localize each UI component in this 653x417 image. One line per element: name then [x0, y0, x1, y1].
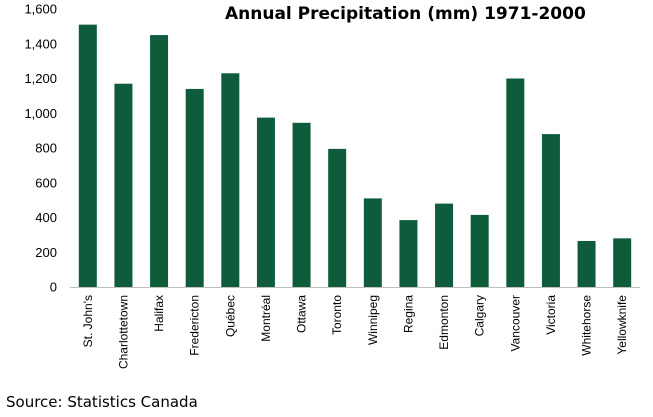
- y-tick-label: 400: [35, 210, 57, 225]
- x-tick-label: Whitehorse: [580, 295, 594, 356]
- x-tick-label: Charlottetown: [116, 295, 130, 369]
- chart-title: Annual Precipitation (mm) 1971-2000: [225, 4, 586, 24]
- bar: [399, 220, 418, 287]
- bar: [363, 198, 382, 287]
- bar: [78, 24, 97, 287]
- bar: [541, 134, 560, 287]
- bar: [328, 148, 347, 287]
- y-tick-label: 600: [35, 175, 57, 190]
- x-tick-label: Fredericton: [188, 295, 202, 356]
- bar: [577, 240, 596, 287]
- x-tick-label: Winnipeg: [366, 295, 380, 345]
- y-tick-label: 1,600: [24, 2, 57, 17]
- x-axis-ticks: St. John's Charlottetown Halifax Fredericto…: [81, 295, 629, 369]
- bar: [613, 238, 632, 287]
- x-tick-label: Edmonton: [437, 295, 451, 350]
- y-tick-label: 200: [35, 245, 57, 260]
- bar: [185, 88, 204, 287]
- x-tick-label: Yellowknife: [615, 295, 629, 355]
- x-tick-label: St. John's: [81, 295, 95, 347]
- bar: [221, 73, 240, 287]
- y-axis-ticks: 0 200 400 600 800 1,000 1,200 1,400 1,600: [24, 2, 57, 295]
- y-tick-label: 800: [35, 141, 57, 156]
- y-tick-label: 0: [50, 280, 57, 295]
- x-tick-label: Calgary: [473, 295, 487, 336]
- y-tick-label: 1,200: [24, 71, 57, 86]
- x-tick-label: Montréal: [259, 295, 273, 342]
- bar: [292, 122, 311, 288]
- x-tick-label: Toronto: [330, 295, 344, 335]
- y-tick-label: 1,400: [24, 36, 57, 51]
- x-tick-label: Ottawa: [295, 295, 309, 333]
- x-tick-label: Victoria: [544, 295, 558, 335]
- y-tick-label: 1,000: [24, 106, 57, 121]
- bar: [114, 83, 133, 288]
- bar: [506, 78, 525, 287]
- bar: [435, 203, 454, 287]
- bar: [150, 35, 169, 287]
- bars: [78, 24, 632, 288]
- bar: [256, 117, 275, 287]
- x-tick-label: Vancouver: [508, 295, 522, 351]
- bar: [470, 214, 489, 287]
- x-tick-label: Regina: [401, 295, 415, 333]
- x-tick-label: Québec: [223, 295, 237, 337]
- source-note: Source: Statistics Canada: [6, 393, 198, 411]
- x-tick-label: Halifax: [152, 295, 166, 332]
